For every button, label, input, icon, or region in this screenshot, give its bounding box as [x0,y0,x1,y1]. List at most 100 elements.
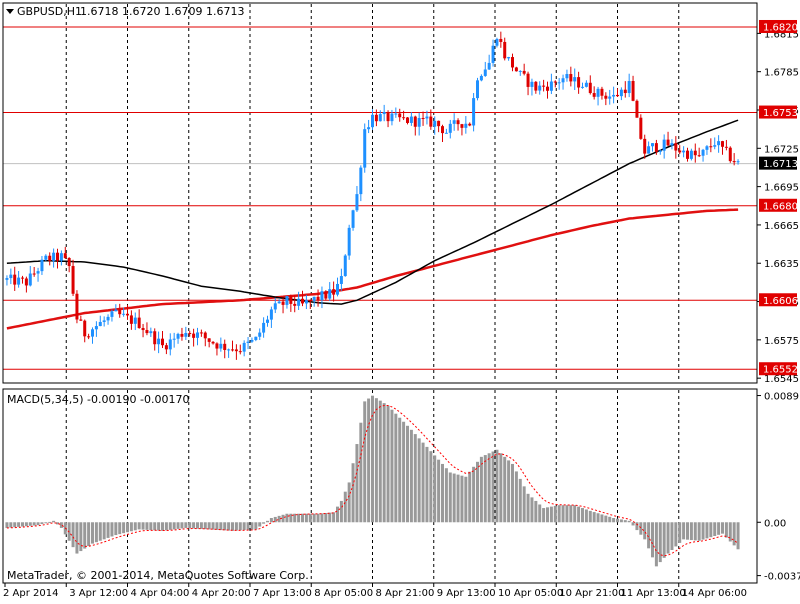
macd-histogram-bar [192,522,196,529]
chevron-down-icon[interactable] [6,9,14,14]
candle-body [133,317,137,324]
macd-histogram-bar [94,522,98,543]
macd-histogram-bar [686,522,689,540]
macd-histogram-bar [514,471,518,523]
candle-body [336,283,339,295]
macd-histogram-bar [495,449,499,523]
macd-histogram-bar [569,505,573,523]
macd-histogram-bar [549,506,553,523]
candle-body [207,338,211,342]
macd-histogram-bar [553,505,557,523]
candle-body [717,141,721,146]
level-price-label-box [759,362,797,376]
macd-histogram-bar [351,463,355,523]
time-axis-label: 4 Apr 20:00 [192,588,251,599]
candle-body [328,289,332,299]
macd-histogram-bar [231,522,234,531]
macd-histogram-bar [363,401,367,523]
macd-histogram-bar [573,505,577,523]
candle-body [472,98,476,126]
candle-body [542,85,546,87]
candle-body [199,332,203,334]
candle-body [402,117,406,119]
symbol-label: GBPUSD,H1 [17,5,82,18]
level-price-label: 1.6680 [763,201,798,212]
candle-body [631,81,635,101]
macd-histogram-bar [199,522,203,529]
candle-body [363,129,367,168]
macd-histogram-bar [728,522,732,542]
macd-histogram-bar [242,522,246,531]
candle-body [503,41,507,59]
candle-body [211,341,215,344]
macd-histogram-bar [149,522,153,531]
candle-body [549,81,553,91]
candle-body [689,150,693,159]
candle-body [413,116,417,127]
candle-body [172,338,176,340]
candle-body [250,339,254,342]
macd-histogram-bar [596,513,600,523]
candle-body [67,257,71,267]
candle-body [246,341,250,343]
macd-histogram-bar [584,509,588,523]
macd-histogram-bar [437,459,441,523]
candle-body [409,116,413,123]
macd-histogram-bar [59,522,63,528]
macd-tick-label: 0.00 [764,518,786,529]
ohlc-label: 1.6718 1.6720 1.6709 1.6713 [80,5,244,18]
candle-body [479,75,483,81]
macd-histogram-bar [717,522,721,535]
macd-histogram-bar [406,425,409,523]
candle-body [697,155,701,157]
macd-histogram-bar [557,505,561,523]
candle-body [437,120,441,127]
price-tick-label: 1.6635 [764,259,799,270]
candle-body [351,210,355,228]
price-tick-label: 1.6815 [764,29,799,40]
slow-moving-average-line [6,208,739,330]
candle-body [56,252,59,261]
macd-signal-line [6,405,739,557]
macd-histogram-bar [211,522,215,530]
candle-body [281,301,285,305]
macd-histogram-bar [643,522,647,540]
candle-body [483,69,487,76]
macd-histogram-bar [724,522,728,538]
candle-body [619,89,623,97]
macd-tick-label: 0.00891 [764,392,800,403]
macd-histogram-bar [736,522,740,550]
macd-histogram-bar [612,518,616,523]
macd-histogram-bar [168,522,172,530]
macd-histogram-bar [21,522,24,527]
candle-body [258,332,262,337]
candle-body [386,112,390,122]
current-price-label: 1.6713 [763,159,798,170]
macd-histogram-bar [619,519,623,523]
candle-body [94,326,98,330]
macd-histogram-bar [17,522,21,527]
candle-body [596,88,600,97]
macd-histogram-bar [608,516,612,523]
candle-body [71,266,75,294]
candle-body [491,45,495,63]
level-price-label: 1.6753 [763,108,798,119]
candle-body [129,315,133,324]
macd-histogram-bar [425,446,429,523]
macd-histogram-bar [71,522,75,548]
macd-histogram-bar [697,522,701,541]
candle-body [48,255,52,261]
macd-histogram-bar [254,522,258,530]
macd-histogram-bar [343,491,347,523]
price-tick-label: 1.6665 [764,221,799,232]
copyright-label: MetaTrader, © 2001-2014, MetaQuotes Soft… [7,569,309,582]
macd-histogram-bar [526,493,530,523]
macd-histogram-bar [301,513,304,523]
candle-body [371,114,374,128]
macd-histogram-bar [623,520,627,523]
macd-histogram-bar [487,453,491,523]
macd-histogram-bar [518,478,522,523]
candle-body [180,333,184,337]
